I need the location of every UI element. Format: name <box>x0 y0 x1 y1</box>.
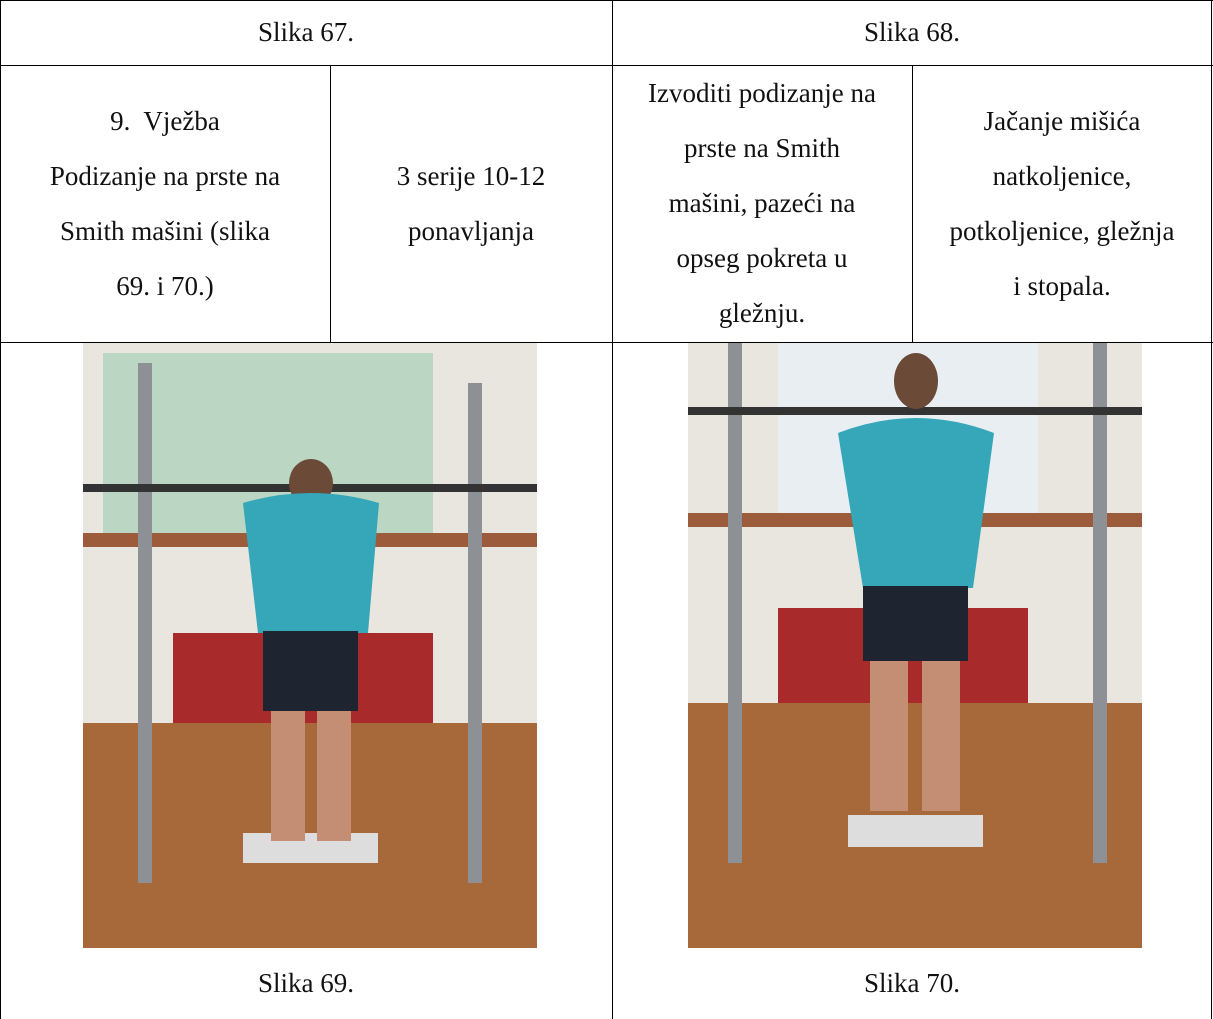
cell: 9. Vježba Podizanje na prste na Smith maši… <box>0 65 330 342</box>
text-line: Slika 67. <box>257 17 354 47</box>
border <box>1211 0 1212 1019</box>
border <box>0 0 1 1019</box>
photo <box>688 343 1142 948</box>
border <box>912 65 913 342</box>
text-line: Slika 69. <box>257 968 354 998</box>
border <box>330 65 331 342</box>
text-line: Slika 70. <box>863 968 960 998</box>
text-line: 3 serije 10-12 <box>396 160 546 191</box>
text-line: Izvoditi podizanje na <box>648 78 876 108</box>
text-line: 69. i 70.) <box>116 270 214 301</box>
cell: Slika 67. <box>0 0 612 65</box>
caption: Slika 69. <box>0 948 612 1019</box>
text-line: potkoljenice, gležnja <box>949 215 1175 246</box>
cell: Izvoditi podizanje na prste na Smith mašin… <box>612 65 912 342</box>
border <box>612 0 613 1019</box>
border <box>0 342 1213 343</box>
text-line: Smith mašini (slika <box>59 215 270 246</box>
text-line: Podizanje na prste na <box>49 160 281 191</box>
cell: Slika 68. <box>612 0 1212 65</box>
photo <box>83 343 537 948</box>
cell: Jačanje mišića natkoljenice, potkoljenice,… <box>912 65 1212 342</box>
border <box>0 65 1213 66</box>
cell: 3 serije 10-12 ponavljanja <box>330 65 612 342</box>
text-line: mašini, pazeći na <box>668 188 856 218</box>
text-line: Slika 68. <box>863 17 960 47</box>
text-line: ponavljanja <box>408 215 534 246</box>
text-line: Jačanje mišića <box>983 105 1141 136</box>
text-line: i stopala. <box>1013 270 1111 301</box>
text-line: 9. Vježba <box>110 105 220 136</box>
text-line: opseg pokreta u <box>676 243 848 273</box>
text-line: prste na Smith <box>684 133 840 163</box>
text-line: natkoljenice, <box>992 160 1132 191</box>
caption: Slika 70. <box>612 948 1212 1019</box>
text-line: gležnju. <box>718 298 806 328</box>
border <box>0 0 1213 1</box>
